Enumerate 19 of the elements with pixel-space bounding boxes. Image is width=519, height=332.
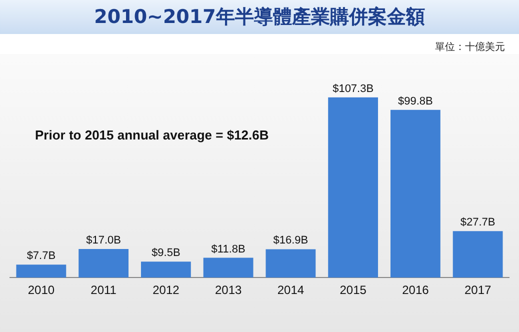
x-tick-label: 2013	[214, 283, 242, 298]
data-label: $7.7B	[26, 250, 56, 262]
data-label: $27.7B	[460, 216, 496, 229]
data-label: $11.8B	[211, 243, 246, 256]
data-label: $17.0B	[86, 234, 121, 247]
x-tick-label: 2012	[152, 283, 180, 298]
data-label: $99.8B	[398, 95, 433, 108]
data-label: $9.5B	[152, 247, 180, 260]
x-tick-label: 2016	[402, 283, 430, 298]
data-label: $107.3B	[332, 82, 374, 95]
annotation: Prior to 2015 annual average = $12.6B	[35, 128, 269, 143]
text: 單位：十億美元	[435, 40, 505, 54]
data-label: $16.9B	[273, 234, 308, 247]
chart-title: 2010~2017年半導體產業購併案金額	[0, 0, 519, 34]
x-tick-label: 2010	[28, 283, 55, 298]
x-tick-label: 2017	[464, 283, 492, 298]
x-tick-label: 2011	[90, 283, 117, 298]
x-tick-label: 2014	[277, 283, 304, 298]
x-tick-label: 2015	[340, 283, 367, 298]
